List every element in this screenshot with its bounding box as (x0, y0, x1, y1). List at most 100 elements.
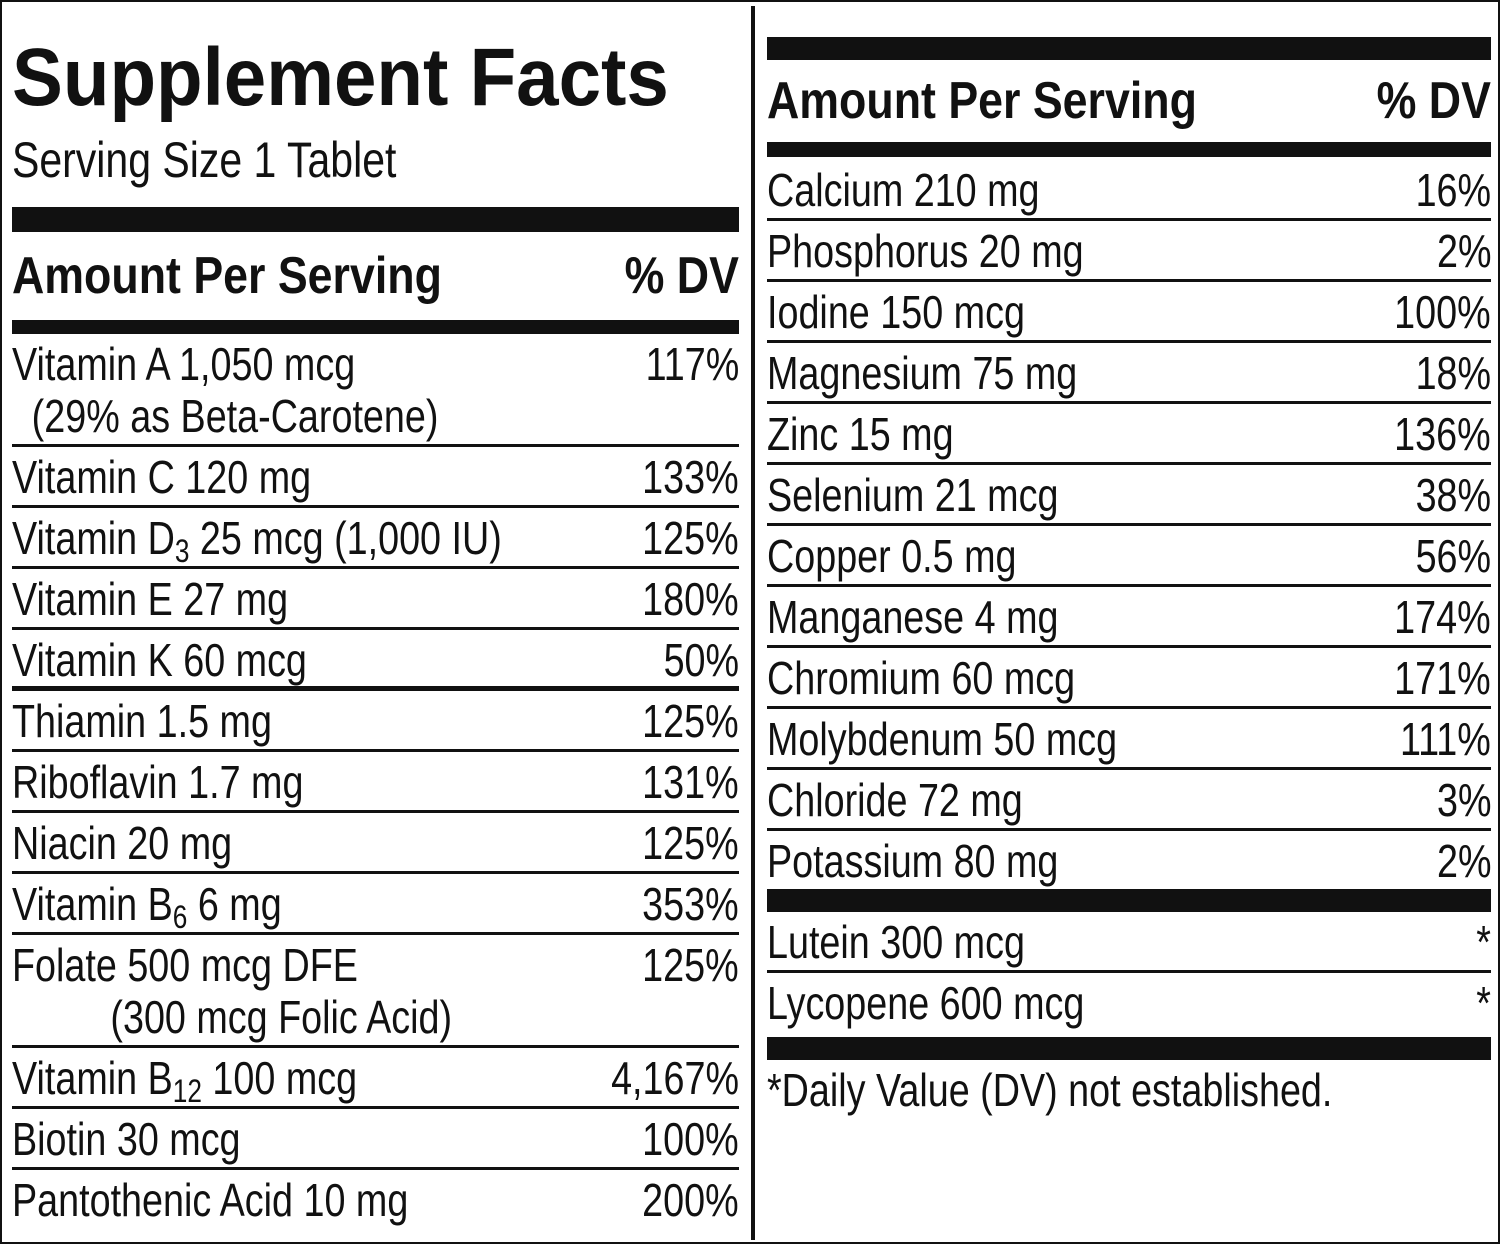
nutrient-name-text: Niacin 20 mg (12, 817, 233, 869)
daily-value: 18% (1415, 347, 1491, 399)
nutrient-name-text: Lutein 300 mcg (767, 916, 1025, 968)
nutrient-row: Thiamin 1.5 mg 125% (12, 691, 739, 752)
nutrient-name-text: Magnesium 75 mg (767, 347, 1078, 399)
nutrient-name-text: Folate 500 mcg DFE (12, 939, 358, 991)
subscript: 3 (174, 533, 190, 569)
nutrient-name-text: Manganese 4 mg (767, 591, 1059, 643)
nutrient-label: Vitamin B12 100 mcg (12, 1052, 357, 1107)
daily-value: 56% (1415, 530, 1491, 582)
nutrient-name-text: Vitamin K 60 mcg (12, 634, 307, 686)
thick-rule (767, 1037, 1491, 1060)
nutrient-amount: 25 mcg (1,000 IU) (189, 512, 502, 564)
daily-value: 174% (1394, 591, 1491, 643)
nutrient-label: Iodine 150 mcg (767, 286, 1025, 338)
daily-value: 133% (642, 451, 739, 503)
nutrient-name: Niacin 20 mg (12, 817, 232, 869)
nutrient-name: Chloride 72 mg (767, 774, 1023, 826)
nutrient-label: Vitamin K 60 mcg (12, 634, 307, 686)
nutrient-row: Manganese 4 mg 174% (767, 587, 1491, 648)
serving-size-text: Serving Size 1 Tablet (12, 132, 397, 188)
nutrient-row: Selenium 21 mcg 38% (767, 465, 1491, 526)
nutrient-label: Calcium 210 mg (767, 164, 1040, 216)
nutrient-name: Zinc 15 mg (767, 408, 954, 460)
nutrient-label: Vitamin B6 6 mg (12, 878, 282, 933)
nutrient-name-text: Pantothenic Acid 10 mg (12, 1174, 409, 1226)
daily-value: 125% (642, 695, 739, 747)
title: Supplement Facts (12, 30, 718, 126)
nutrient-name-text: Vitamin A 1,050 mcg (12, 338, 356, 390)
daily-value: 111% (1400, 713, 1491, 765)
nutrient-name: Phosphorus 20 mg (767, 225, 1084, 277)
nutrient-name: Pantothenic Acid 10 mg (12, 1174, 408, 1226)
nutrient-label: Vitamin D3 25 mcg (1,000 IU) (12, 512, 502, 567)
nutrient-row: Vitamin D3 25 mcg (1,000 IU) 125% (12, 508, 739, 569)
nutrient-name: Vitamin D3 25 mcg (1,000 IU) (12, 512, 502, 567)
title-text: Supplement Facts (12, 32, 669, 123)
nutrient-name: Biotin 30 mcg (12, 1113, 241, 1165)
nutrient-name-text: Chloride 72 mg (767, 774, 1023, 826)
nutrient-row: Vitamin B12 100 mcg 4,167% (12, 1048, 739, 1109)
header-dv: % DV (1376, 72, 1491, 130)
daily-value: 353% (642, 878, 739, 930)
nutrient-name: Selenium 21 mcg (767, 469, 1058, 521)
nutrient-row: Lycopene 600 mcg * (767, 973, 1491, 1034)
nutrient-name: Copper 0.5 mg (767, 530, 1017, 582)
nutrient-rows: Vitamin A 1,050 mcg (29% as Beta-Carotene… (12, 334, 739, 1231)
medium-rule (12, 320, 739, 334)
nutrient-name: Iodine 150 mcg (767, 286, 1025, 338)
nutrient-rows: Calcium 210 mg 16% Phosphorus 20 mg 2% Iodin… (767, 160, 1491, 892)
nutrient-name-text: Copper 0.5 mg (767, 530, 1017, 582)
nutrient-name-text: Vitamin C 120 mg (12, 451, 312, 503)
medium-rule (767, 142, 1491, 157)
header-dv: % DV (624, 247, 739, 305)
thick-rule (767, 889, 1491, 912)
daily-value: 50% (663, 634, 739, 686)
nutrient-row: Biotin 30 mcg 100% (12, 1109, 739, 1170)
serving-size: Serving Size 1 Tablet (12, 130, 481, 190)
nutrient-name: Molybdenum 50 mcg (767, 713, 1117, 765)
nutrient-row: Folate 500 mcg DFE (300 mcg Folic Acid) 12… (12, 935, 739, 1048)
footnote-text: *Daily Value (DV) not established. (767, 1064, 1333, 1116)
nutrient-name: Vitamin B6 6 mg (12, 878, 282, 933)
nutrient-label: Phosphorus 20 mg (767, 225, 1084, 277)
nutrient-name: Folate 500 mcg DFE (12, 939, 358, 991)
column-divider (751, 6, 755, 1240)
daily-value: 4,167% (611, 1052, 739, 1104)
nutrient-name: Vitamin K 60 mcg (12, 634, 307, 686)
nutrient-name: Thiamin 1.5 mg (12, 695, 272, 747)
nutrient-name-text: Iodine 150 mcg (767, 286, 1025, 338)
nutrient-name: Vitamin A 1,050 mcg (12, 338, 355, 390)
daily-value: 38% (1415, 469, 1491, 521)
nutrient-label: Pantothenic Acid 10 mg (12, 1174, 408, 1226)
nutrient-label: Lutein 300 mcg (767, 916, 1025, 968)
daily-value: 3% (1436, 774, 1491, 826)
nutrient-row: Niacin 20 mg 125% (12, 813, 739, 874)
nutrient-name-text: Vitamin E 27 mg (12, 573, 289, 625)
nutrient-label: Thiamin 1.5 mg (12, 695, 272, 747)
nutrient-label: Molybdenum 50 mcg (767, 713, 1117, 765)
nutrient-note: (29% as Beta-Carotene) (31, 390, 439, 442)
nutrient-name: Lutein 300 mcg (767, 916, 1025, 968)
daily-value: 131% (642, 756, 739, 808)
header-amount: Amount Per Serving (12, 247, 442, 305)
nutrient-name-text: Selenium 21 mcg (767, 469, 1059, 521)
nutrient-row: Magnesium 75 mg 18% (767, 343, 1491, 404)
nutrient-name: Vitamin E 27 mg (12, 573, 288, 625)
subscript: 6 (172, 899, 188, 935)
nutrient-label: Biotin 30 mcg (12, 1113, 241, 1165)
nutrient-amount: 6 mg (187, 878, 282, 930)
nutrient-label: Chromium 60 mcg (767, 652, 1075, 704)
nutrient-name-text: Calcium 210 mg (767, 164, 1040, 216)
nutrient-name: Manganese 4 mg (767, 591, 1058, 643)
nutrient-label: Vitamin A 1,050 mcg (29% as Beta-Carotene… (12, 338, 438, 442)
daily-value: * (1476, 977, 1491, 1029)
nutrient-row: Molybdenum 50 mcg 111% (767, 709, 1491, 770)
nutrient-name-text: Vitamin B (12, 1052, 173, 1104)
nutrient-label: Selenium 21 mcg (767, 469, 1058, 521)
daily-value: 125% (642, 817, 739, 869)
nutrient-name: Lycopene 600 mcg (767, 977, 1084, 1029)
nutrient-row: Pantothenic Acid 10 mg 200% (12, 1170, 739, 1231)
nutrient-name: Potassium 80 mg (767, 835, 1058, 887)
nutrient-name: Calcium 210 mg (767, 164, 1040, 216)
nutrient-name-text: Potassium 80 mg (767, 835, 1059, 887)
